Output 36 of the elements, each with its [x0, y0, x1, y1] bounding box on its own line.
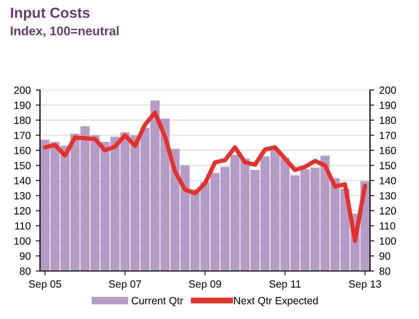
x-tick-label: Sep 13	[348, 280, 382, 290]
y2-tick-label: 160	[380, 146, 396, 154]
y-tick-label: 140	[14, 177, 31, 184]
y-tick-label: 180	[14, 116, 31, 124]
y-tick-label: 110	[15, 222, 31, 230]
legend-label: Next Qtr Expected	[234, 296, 318, 306]
y-tick-label: 160	[14, 146, 31, 154]
y2-tick-label: 90	[380, 252, 390, 260]
y-tick-label: 100	[14, 237, 31, 245]
y2-tick-label: 180	[380, 116, 396, 124]
x-tick-label: Sep 11	[269, 280, 301, 290]
y2-tick-label: 110	[380, 222, 396, 230]
y-tick-label: 80	[20, 268, 31, 275]
y2-tick-label: 190	[380, 102, 396, 109]
y-tick-label: 130	[14, 192, 31, 200]
y2-tick-label: 130	[380, 192, 396, 200]
y-tick-label: 120	[14, 207, 31, 215]
chart-title: Input Costs	[10, 8, 90, 21]
x-tick-label: Sep 07	[108, 280, 141, 290]
x-tick-label: Sep 05	[28, 280, 62, 290]
y2-tick-label: 200	[380, 86, 396, 94]
y2-tick-label: 140	[380, 177, 396, 184]
y-tick-label: 190	[14, 102, 31, 109]
y-tick-label: 150	[14, 162, 31, 170]
chart-subtitle: Index, 100=neutral	[10, 26, 119, 38]
y-tick-label: 170	[14, 132, 31, 140]
y2-tick-label: 170	[380, 132, 396, 140]
y2-tick-label: 150	[380, 162, 396, 170]
y-tick-label: 90	[20, 252, 31, 260]
y2-tick-label: 120	[380, 207, 396, 215]
line-series	[42, 110, 368, 243]
x-tick-label: Sep 09	[188, 280, 222, 290]
y2-tick-label: 80	[379, 268, 390, 275]
legend-label: Current Qtr	[132, 296, 184, 306]
y-tick-label: 200	[14, 86, 31, 94]
y2-tick-label: 100	[380, 237, 396, 245]
